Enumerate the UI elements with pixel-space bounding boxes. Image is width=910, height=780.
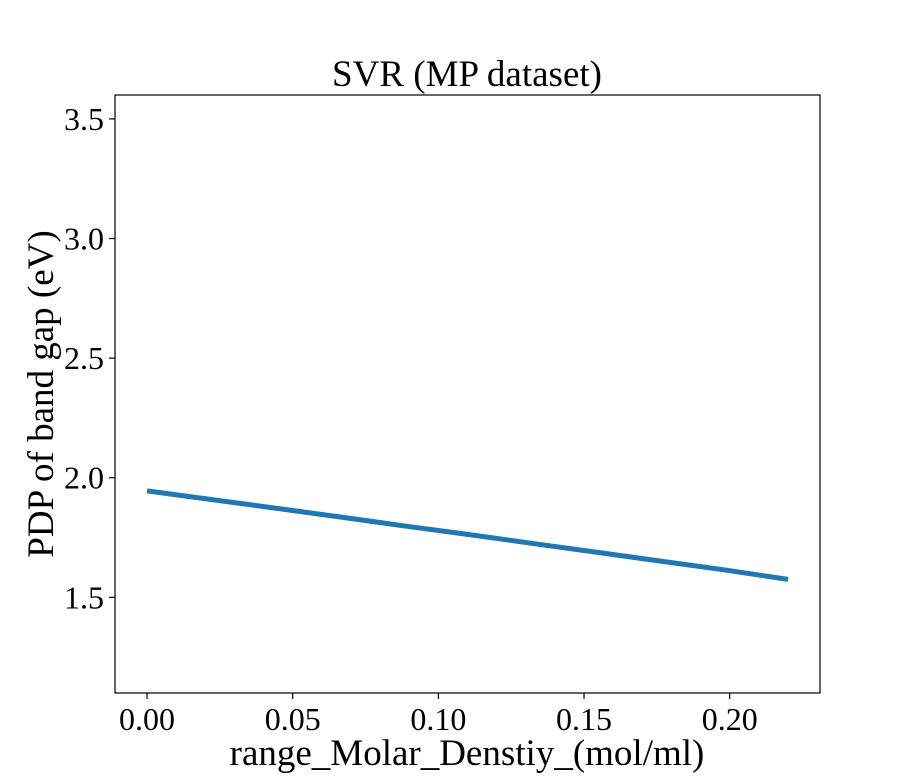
y-axis: 1.5 2.0 2.5 3.0 3.5 xyxy=(64,101,115,615)
plot-area xyxy=(146,488,789,582)
y-axis-label: PDP of band gap (eV) xyxy=(21,230,62,557)
y-tick-label: 2.5 xyxy=(64,340,104,376)
x-tick-label: 0.05 xyxy=(265,701,321,737)
series-line xyxy=(146,488,789,582)
chart-title: SVR (MP dataset) xyxy=(332,54,602,95)
y-tick-label: 2.0 xyxy=(64,460,104,496)
x-tick-label: 0.15 xyxy=(556,701,612,737)
x-tick-label: 0.00 xyxy=(119,701,175,737)
x-axis: 0.00 0.05 0.10 0.15 0.20 xyxy=(119,693,758,737)
x-tick-label: 0.10 xyxy=(410,701,466,737)
y-tick-label: 3.0 xyxy=(64,221,104,257)
x-axis-label: range_Molar_Denstiy_(mol/ml) xyxy=(230,733,705,774)
y-tick-label: 1.5 xyxy=(64,579,104,615)
y-tick-label: 3.5 xyxy=(64,101,104,137)
plot-frame xyxy=(114,94,821,694)
x-tick-label: 0.20 xyxy=(702,701,758,737)
